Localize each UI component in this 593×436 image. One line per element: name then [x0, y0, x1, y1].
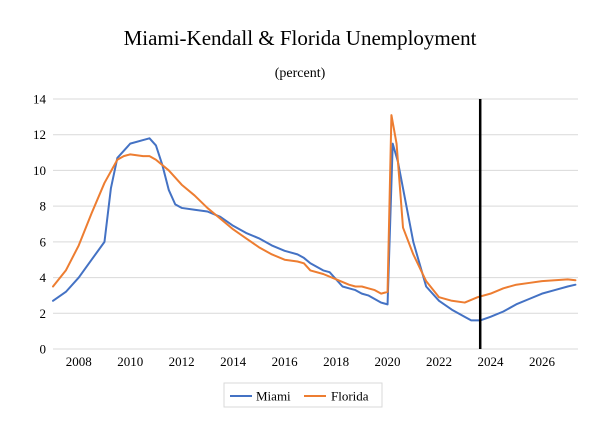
legend-box	[223, 382, 383, 408]
x-axis-ticks: 2008 2010 2012 2014 2016 2018 2020 2022 2024 2026	[66, 354, 556, 369]
y-tick-label: 4	[40, 270, 47, 285]
chart-subtitle: (percent)	[275, 66, 326, 81]
x-tick-label: 2010	[117, 354, 143, 369]
x-tick-label: 2020	[375, 354, 401, 369]
series-line-florida	[52, 114, 577, 304]
x-tick-label: 2012	[169, 354, 195, 369]
legend: Miami Florida	[223, 382, 383, 408]
y-tick-label: 0	[40, 342, 47, 357]
series-lines	[52, 114, 577, 322]
legend-label-florida: Florida	[331, 389, 369, 404]
x-tick-label: 2016	[272, 354, 299, 369]
x-tick-label: 2008	[66, 354, 92, 369]
y-tick-label: 8	[40, 199, 47, 214]
y-tick-label: 14	[33, 92, 47, 107]
y-tick-label: 6	[40, 234, 47, 249]
x-tick-label: 2022	[426, 354, 452, 369]
y-tick-label: 10	[33, 163, 46, 178]
x-tick-label: 2014	[220, 354, 247, 369]
x-tick-label: 2026	[529, 354, 556, 369]
x-tick-label: 2024	[478, 354, 505, 369]
gridlines	[53, 98, 578, 350]
y-tick-label: 2	[40, 306, 47, 321]
y-tick-label: 12	[33, 127, 46, 142]
chart-title: Miami-Kendall & Florida Unemployment	[124, 26, 477, 50]
x-tick-label: 2018	[323, 354, 349, 369]
series-line-miami	[52, 137, 577, 322]
y-axis-ticks: 0 2 4 6 8 10 12 14	[33, 92, 47, 357]
legend-label-miami: Miami	[256, 389, 291, 404]
